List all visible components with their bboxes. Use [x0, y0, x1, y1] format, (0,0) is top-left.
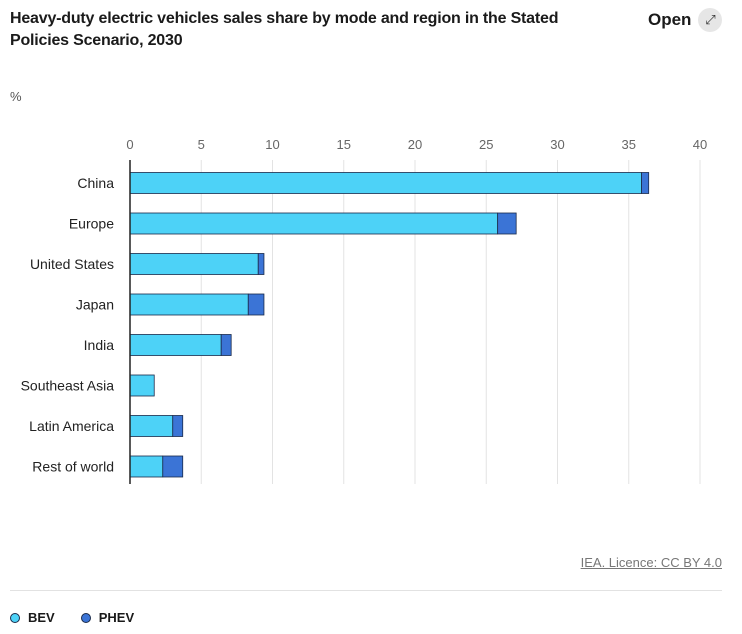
x-tick-label: 10: [265, 137, 279, 152]
category-label: United States: [30, 256, 114, 272]
bar-phev[interactable]: [247, 293, 265, 316]
x-axis-ticks: 0 5 10 15 20 25 30 35 40: [126, 137, 707, 152]
x-tick-label: 35: [622, 137, 636, 152]
x-tick-label: 0: [126, 137, 133, 152]
expand-icon[interactable]: ⤢: [698, 8, 723, 32]
legend-swatch-phev: [80, 612, 91, 623]
x-tick-label: 30: [550, 137, 564, 152]
bar-phev[interactable]: [220, 334, 232, 356]
bar-phev[interactable]: [172, 415, 184, 437]
divider: [10, 590, 722, 591]
x-tick-label: 20: [408, 137, 422, 152]
x-tick-label: 5: [198, 137, 205, 152]
bar-phev[interactable]: [162, 455, 184, 478]
x-tick-label: 15: [337, 137, 351, 152]
source-link[interactable]: IEA. Licence: CC BY 4.0: [580, 555, 722, 570]
legend-item-bev[interactable]: BEV: [10, 610, 55, 625]
open-label: Open: [648, 10, 692, 29]
bar-bev[interactable]: [129, 415, 174, 437]
bar-bev[interactable]: [129, 293, 249, 316]
grid-lines: [200, 160, 701, 484]
axis-unit: %: [10, 89, 22, 104]
bar-bev[interactable]: [129, 212, 499, 235]
category-label: India: [84, 337, 115, 353]
x-tick-label: 40: [693, 137, 707, 152]
category-label: Southeast Asia: [21, 378, 115, 394]
bar-chart: 0 5 10 15 20 25 30 35 40 China Europe United State…: [21, 137, 707, 484]
bar-phev[interactable]: [641, 172, 650, 194]
legend: BEV PHEV: [10, 610, 134, 625]
chart-title: Heavy-duty electric vehicles sales share…: [10, 10, 559, 49]
x-tick-label: 25: [479, 137, 493, 152]
bar-bev[interactable]: [129, 253, 259, 275]
open-button[interactable]: Open ⤢: [648, 8, 723, 32]
category-labels: China Europe United States Japan India Southe…: [21, 175, 115, 475]
category-label: Japan: [76, 297, 114, 313]
category-label: Latin America: [29, 418, 114, 434]
legend-swatch-bev: [10, 612, 20, 623]
category-label: Rest of world: [32, 459, 114, 475]
bar-bev[interactable]: [129, 374, 155, 397]
bar-phev[interactable]: [257, 253, 265, 275]
legend-item-phev[interactable]: PHEV: [80, 610, 135, 625]
bar-phev[interactable]: [497, 212, 517, 235]
bar-bev[interactable]: [129, 455, 164, 478]
legend-label-phev: PHEV: [98, 610, 135, 625]
category-label: Europe: [69, 216, 114, 232]
bar-bev[interactable]: [129, 172, 642, 194]
bars: [129, 172, 650, 478]
bar-bev[interactable]: [129, 334, 222, 356]
category-label: China: [77, 175, 114, 191]
legend-label-bev: BEV: [28, 610, 55, 625]
